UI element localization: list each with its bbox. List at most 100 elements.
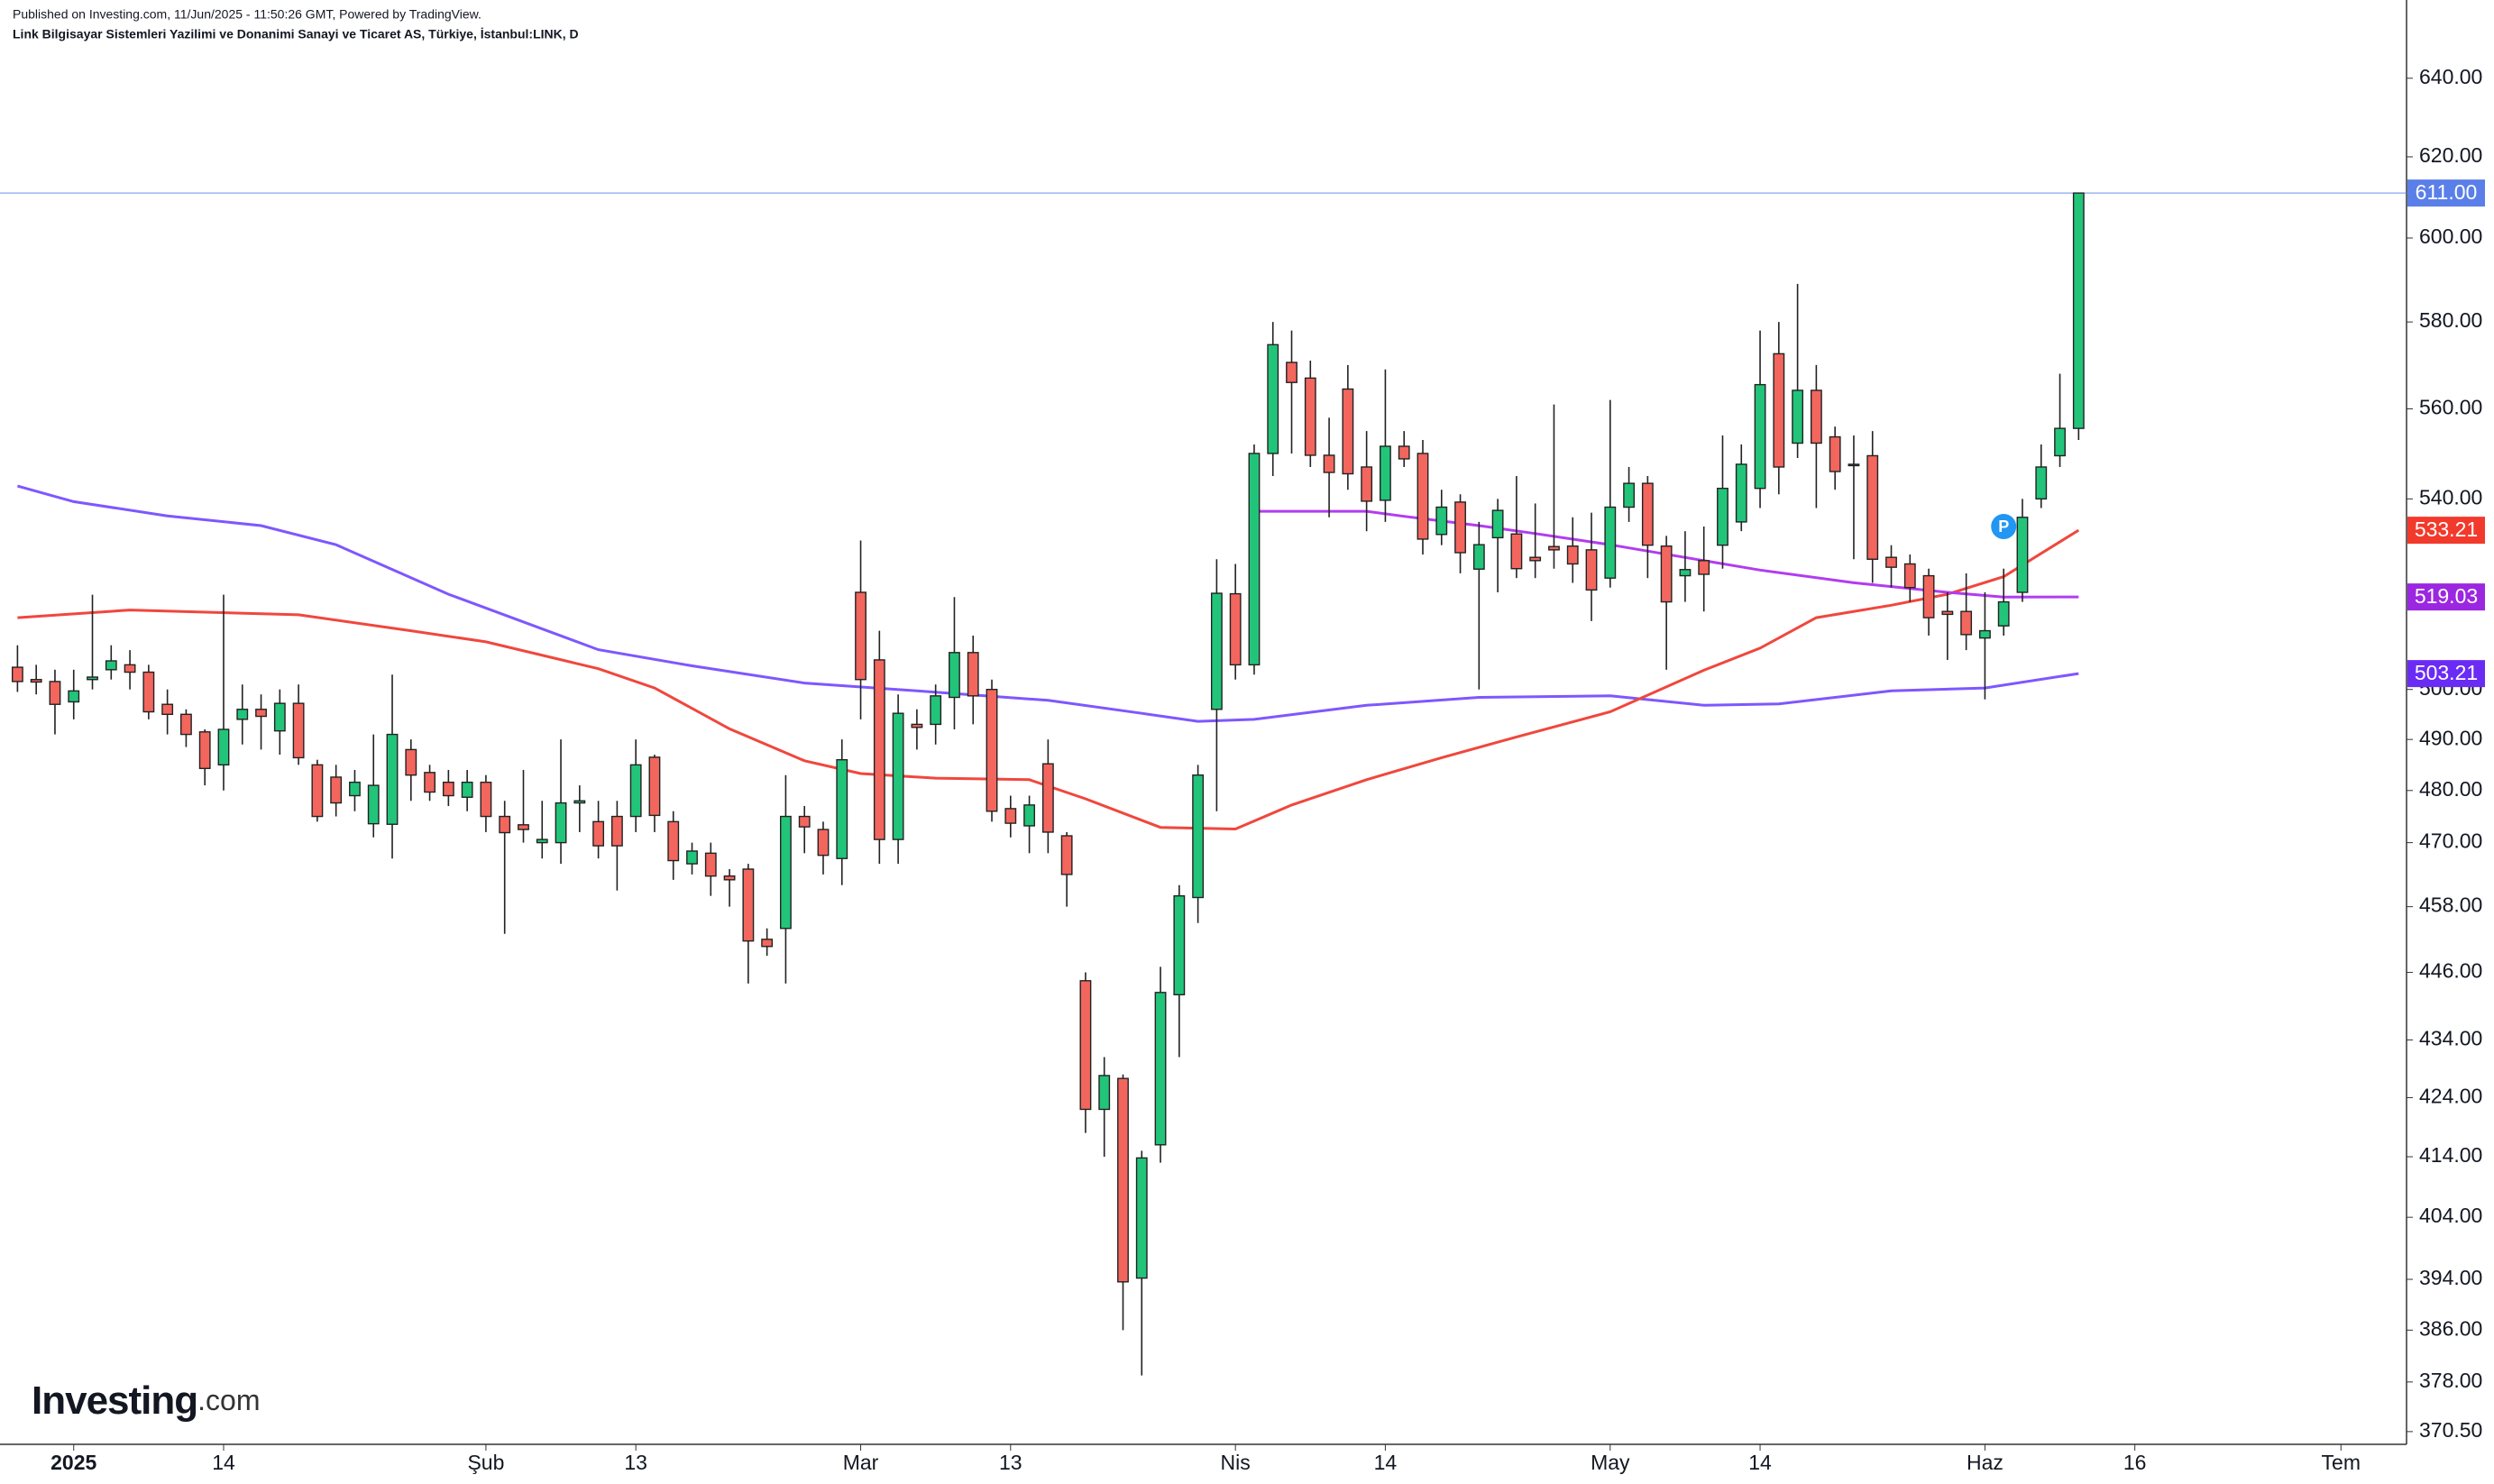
candle-body: [518, 824, 529, 830]
published-note: Published on Investing.com, 11/Jun/2025 …: [13, 7, 481, 22]
y-tick-label: 424.00: [2419, 1085, 2482, 1108]
y-tick-label: 386.00: [2419, 1316, 2482, 1340]
x-tick-label: Şub: [467, 1451, 504, 1474]
candle-body: [873, 659, 885, 840]
candle-body: [330, 776, 343, 804]
candle-body: [480, 781, 492, 818]
price-label: 611.00: [2416, 180, 2478, 204]
y-tick-label: 458.00: [2419, 893, 2482, 917]
candle-body: [1004, 808, 1017, 824]
candle-body: [592, 820, 605, 847]
candle-body: [667, 820, 680, 862]
candle-body: [1472, 544, 1485, 570]
candle-body: [198, 731, 211, 770]
ma-price-label: 519.03: [2415, 584, 2478, 608]
candle-body: [1417, 453, 1429, 540]
candle-body: [1997, 600, 2010, 627]
candle-body: [1717, 487, 1728, 546]
candle-body: [1267, 344, 1279, 454]
candle-body: [930, 695, 942, 726]
candle-body: [1286, 362, 1297, 383]
candle-body: [1398, 445, 1410, 460]
candle-body: [1979, 629, 1991, 639]
candle-body: [30, 679, 42, 683]
candle-body: [1041, 763, 1054, 833]
candle-body: [405, 748, 417, 776]
ma-price-label-box: [2407, 660, 2485, 688]
candle-body: [499, 815, 511, 834]
candle-body: [1698, 560, 1710, 575]
candle-body: [236, 709, 249, 720]
y-tick-label: 446.00: [2419, 959, 2482, 983]
ma-price-label: 503.21: [2415, 661, 2478, 684]
candle-body: [1548, 545, 1560, 551]
candle-body: [161, 703, 174, 715]
candle-body: [1773, 353, 1785, 468]
candle-body: [892, 712, 904, 840]
candle-body: [1754, 383, 1766, 490]
candle-body: [217, 728, 230, 766]
candle-body: [124, 664, 136, 673]
ma-price-label-box: [2407, 517, 2485, 545]
candle-body: [780, 815, 792, 930]
candle-body: [1885, 556, 1897, 568]
candle-body: [911, 723, 923, 728]
candle-body: [1323, 454, 1335, 473]
y-tick-label: 640.00: [2419, 65, 2482, 88]
candle-body: [836, 758, 848, 859]
y-tick-label: 370.50: [2419, 1418, 2482, 1442]
candle-body: [367, 784, 380, 825]
candle-body: [1229, 592, 1242, 666]
candle-body: [648, 756, 661, 817]
x-tick-label: Nis: [1221, 1451, 1251, 1474]
y-tick-label: 434.00: [2419, 1027, 2482, 1050]
candle-body: [1829, 435, 1841, 472]
candle-body: [2016, 517, 2029, 593]
candle-body: [949, 652, 960, 699]
candle-body: [1454, 501, 1466, 554]
candle-body: [1117, 1077, 1129, 1283]
candle-body: [1023, 804, 1035, 827]
x-tick-label: Tem: [2322, 1451, 2361, 1474]
y-tick-label: 378.00: [2419, 1369, 2482, 1392]
candle-body: [461, 781, 473, 798]
x-tick-label: 16: [2123, 1451, 2147, 1474]
candle-body: [1210, 592, 1223, 710]
candle-body: [686, 850, 698, 865]
candle-body: [704, 852, 717, 877]
candle-body: [1342, 388, 1354, 475]
candle-body: [723, 875, 736, 881]
candle-body: [2072, 192, 2085, 429]
candle-body: [386, 733, 399, 825]
candle-body: [761, 939, 774, 948]
candle-body: [1660, 545, 1673, 603]
candle-body: [967, 652, 979, 697]
candle-body: [105, 660, 117, 671]
candle-body: [49, 681, 61, 705]
marker: [1991, 514, 2017, 540]
candle-body: [1623, 482, 1635, 508]
candle-body: [1510, 533, 1523, 570]
candle-body: [442, 781, 454, 797]
y-tick-label: 490.00: [2419, 726, 2482, 749]
candle-body: [742, 868, 755, 942]
candle-body: [1079, 980, 1092, 1111]
moving-average-line: [16, 484, 2079, 723]
candle-body: [1248, 453, 1261, 666]
candle-body: [1060, 835, 1073, 875]
moving-average-line: [17, 528, 2080, 831]
candle-body: [1435, 506, 1448, 536]
candle-body: [292, 702, 305, 759]
price-label-box: [2407, 179, 2485, 207]
y-tick-label: 600.00: [2419, 224, 2482, 248]
candle-body: [87, 676, 98, 681]
candle-body: [1866, 454, 1879, 560]
candle-body: [1380, 445, 1391, 501]
candle-body: [68, 690, 80, 703]
moving-average-line: [1254, 509, 2079, 599]
marker-label: P: [1998, 518, 2009, 536]
candle-body: [573, 800, 586, 804]
candle-body: [1585, 549, 1598, 591]
x-tick-label: 14: [1748, 1451, 1772, 1474]
x-tick-label: Mar: [843, 1451, 879, 1474]
